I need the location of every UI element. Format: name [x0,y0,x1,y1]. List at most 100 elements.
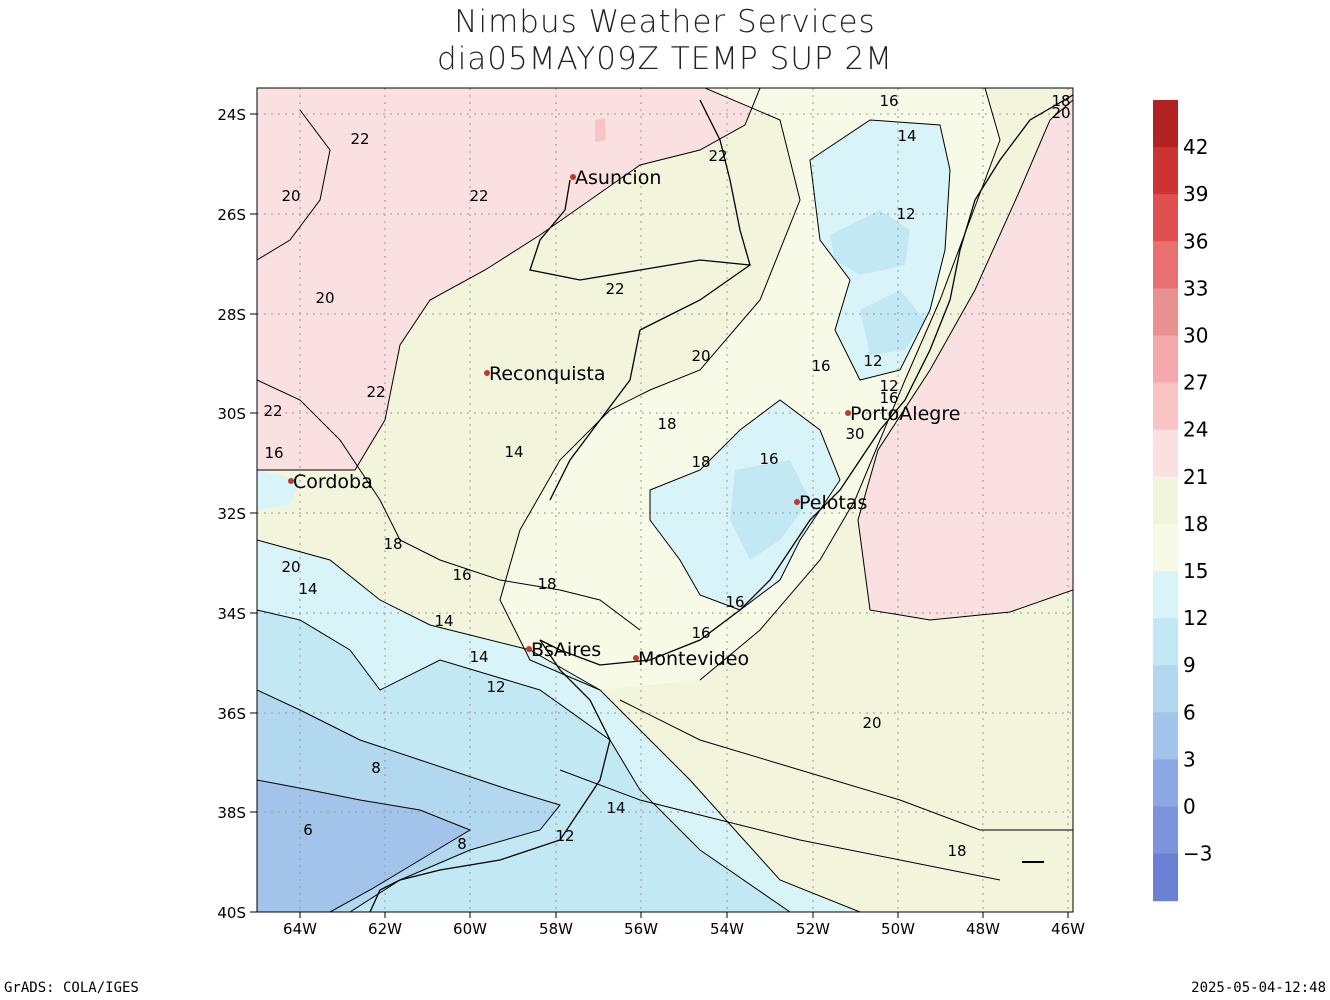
contour-label: 20 [862,714,881,732]
lon-labels: 64W 62W 60W 58W 56W 54W 52W 50W 48W 46W [283,920,1085,938]
legend-label: 3 [1183,747,1196,771]
lon-label: 52W [796,920,830,938]
city-dot-icon [288,478,294,484]
band-21-24-east [858,88,1073,620]
contour-label: 16 [452,566,471,584]
axis-ticks [250,113,1069,918]
contour-label: 12 [879,377,898,395]
contour-lines [257,88,1073,912]
contour-label: 12 [486,678,505,696]
contour-label: 14 [504,443,523,461]
cold-core-mid [860,290,925,355]
lat-label: 26S [217,206,246,224]
contour-label: 18 [383,535,402,553]
contour-label: 20 [315,289,334,307]
legend-label: 12 [1183,606,1208,630]
contour-label: 16 [725,593,744,611]
contour-label: 20 [691,347,710,365]
contour-label: 16 [879,92,898,110]
warm-patch [595,118,606,142]
legend-swatch [1153,382,1178,431]
map-subtitle: dia05MAY09Z TEMP SUP 2M [437,41,893,77]
city-dot-icon [526,646,532,652]
city-label-montevideo: Montevideo [638,648,749,670]
contour-label: 22 [366,383,385,401]
lat-label: 28S [217,306,246,324]
city-label-cordoba: Cordoba [293,471,373,493]
legend-swatch [1153,571,1178,619]
contour-label: 30 [845,425,864,443]
legend-label: 21 [1183,465,1208,489]
contour-label: 14 [606,799,625,817]
lat-labels: 24S 26S 28S 30S 32S 34S 36S 38S 40S [217,106,246,922]
band-21-24-north [257,88,760,470]
lat-label: 24S [217,106,246,124]
contour-label: 14 [434,612,453,630]
legend-label: 33 [1183,276,1208,300]
cold-core-south [730,460,810,560]
legend-label: 15 [1183,559,1208,583]
contour-label: 12 [863,352,882,370]
lat-label: 34S [217,605,246,623]
city-label-pelotas: Pelotas [799,492,867,514]
city-dot-icon [845,410,851,416]
city-markers: Asuncion Reconquista Cordoba PortoAlegre… [288,167,960,670]
band-3-6 [257,780,470,912]
cold-core-north [830,210,910,275]
contour-label: 16 [811,357,830,375]
legend-swatch [1153,806,1178,855]
contour-label: 20 [281,558,300,576]
legend-label: −3 [1183,842,1212,866]
city-label-portoalegre: PortoAlegre [850,403,960,425]
city-label-bsaires: BsAires [531,639,601,661]
lon-label: 60W [453,920,487,938]
legend-label: 24 [1183,418,1208,442]
contour-label: 18 [657,415,676,433]
contour-label: 16 [264,444,283,462]
contour-label: 14 [897,127,916,145]
lon-label: 54W [710,920,744,938]
lon-label: 56W [624,920,658,938]
contour-label: 12 [555,827,574,845]
legend-swatch [1153,288,1178,336]
contour-label: 20 [1051,104,1070,122]
footer-credit: GrADS: COLA/IGES [4,980,139,996]
map-fill-layer [257,88,1073,912]
lat-label: 40S [217,904,246,922]
city-dot-icon [633,655,639,661]
legend-label: 0 [1183,795,1196,819]
contour-label: 18 [1051,92,1070,110]
city-dot-icon [570,174,576,180]
legend-swatch [1153,241,1178,289]
contour-label: 22 [708,147,727,165]
legend-swatch [1153,335,1178,384]
legend-swatch [1153,429,1178,478]
lat-label: 30S [217,405,246,423]
contour-label: 22 [605,280,624,298]
city-dot-icon [484,370,490,376]
contour-label: 8 [457,835,467,853]
legend-label: 30 [1183,324,1208,348]
contour-label: 6 [303,821,313,839]
legend-swatch [1153,712,1178,760]
legend-swatch [1153,476,1178,525]
contour-label: 16 [691,624,710,642]
contour-label: 18 [947,842,966,860]
lon-label: 62W [368,920,402,938]
footer-timestamp: 2025-05-04-12:48 [1191,980,1326,996]
legend-swatch [1153,618,1178,666]
legend-label: 27 [1183,371,1208,395]
contour-label: 16 [759,450,778,468]
city-label-asuncion: Asuncion [575,167,661,189]
contour-label: 18 [691,453,710,471]
lat-label: 36S [217,705,246,723]
lon-label: 58W [539,920,573,938]
legend-label: 39 [1183,182,1208,206]
lon-label: 48W [966,920,1000,938]
contour-label: 12 [896,205,915,223]
city-label-reconquista: Reconquista [489,363,606,385]
contour-label: 20 [281,187,300,205]
contour-label: 14 [298,580,317,598]
map-title: Nimbus Weather Services [454,4,876,40]
